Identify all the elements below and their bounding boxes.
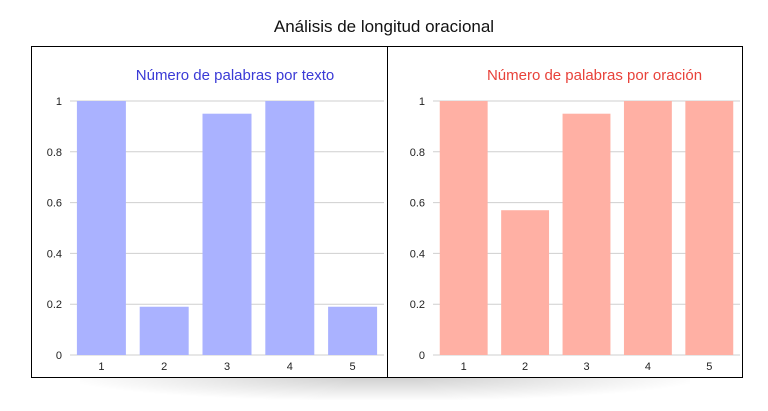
frame-shadow xyxy=(80,376,690,400)
x-tick-label: 3 xyxy=(224,361,230,373)
x-tick-label: 4 xyxy=(645,361,651,373)
y-tick-label: 0.2 xyxy=(47,299,62,311)
bar xyxy=(202,113,252,355)
chart-right: Número de palabras por oración 0 0.2 0.4 0.6… xyxy=(410,67,740,373)
y-tick-label: 0.8 xyxy=(410,147,425,159)
y-tick-label: 1 xyxy=(419,96,425,108)
charts-frame: Número de palabras por texto 0 0.2 0.4 0.6 0.… xyxy=(31,46,743,378)
x-tick-label: 1 xyxy=(98,361,104,373)
y-tick-label: 1 xyxy=(56,96,62,108)
y-tick-label: 0.6 xyxy=(47,198,62,210)
x-tick-label: 2 xyxy=(161,361,167,373)
bar xyxy=(501,210,550,355)
bar xyxy=(328,306,378,355)
bar xyxy=(439,101,488,355)
page-title: Análisis de longitud oracional xyxy=(273,17,495,36)
bar xyxy=(76,101,126,355)
chart-left: Número de palabras por texto 0 0.2 0.4 0.6 0.… xyxy=(47,67,384,373)
bar xyxy=(623,101,672,355)
x-tick-label: 4 xyxy=(287,361,293,373)
bar xyxy=(685,101,734,355)
y-tick-label: 0.8 xyxy=(47,147,62,159)
bar xyxy=(139,306,189,355)
chart-title: Número de palabras por oración xyxy=(487,67,702,84)
x-tick-label: 5 xyxy=(350,361,356,373)
chart-title: Número de palabras por texto xyxy=(136,67,334,84)
x-tick-label: 2 xyxy=(522,361,528,373)
y-tick-label: 0 xyxy=(419,350,425,362)
y-tick-label: 0.2 xyxy=(410,299,425,311)
y-tick-label: 0.4 xyxy=(47,248,62,260)
x-tick-label: 5 xyxy=(706,361,712,373)
panel-divider xyxy=(387,47,388,377)
x-tick-label: 3 xyxy=(583,361,589,373)
bar xyxy=(265,101,315,355)
x-tick-label: 1 xyxy=(461,361,467,373)
bar xyxy=(562,113,611,355)
y-tick-label: 0 xyxy=(56,350,62,362)
y-tick-label: 0.6 xyxy=(410,198,425,210)
y-tick-label: 0.4 xyxy=(410,248,425,260)
